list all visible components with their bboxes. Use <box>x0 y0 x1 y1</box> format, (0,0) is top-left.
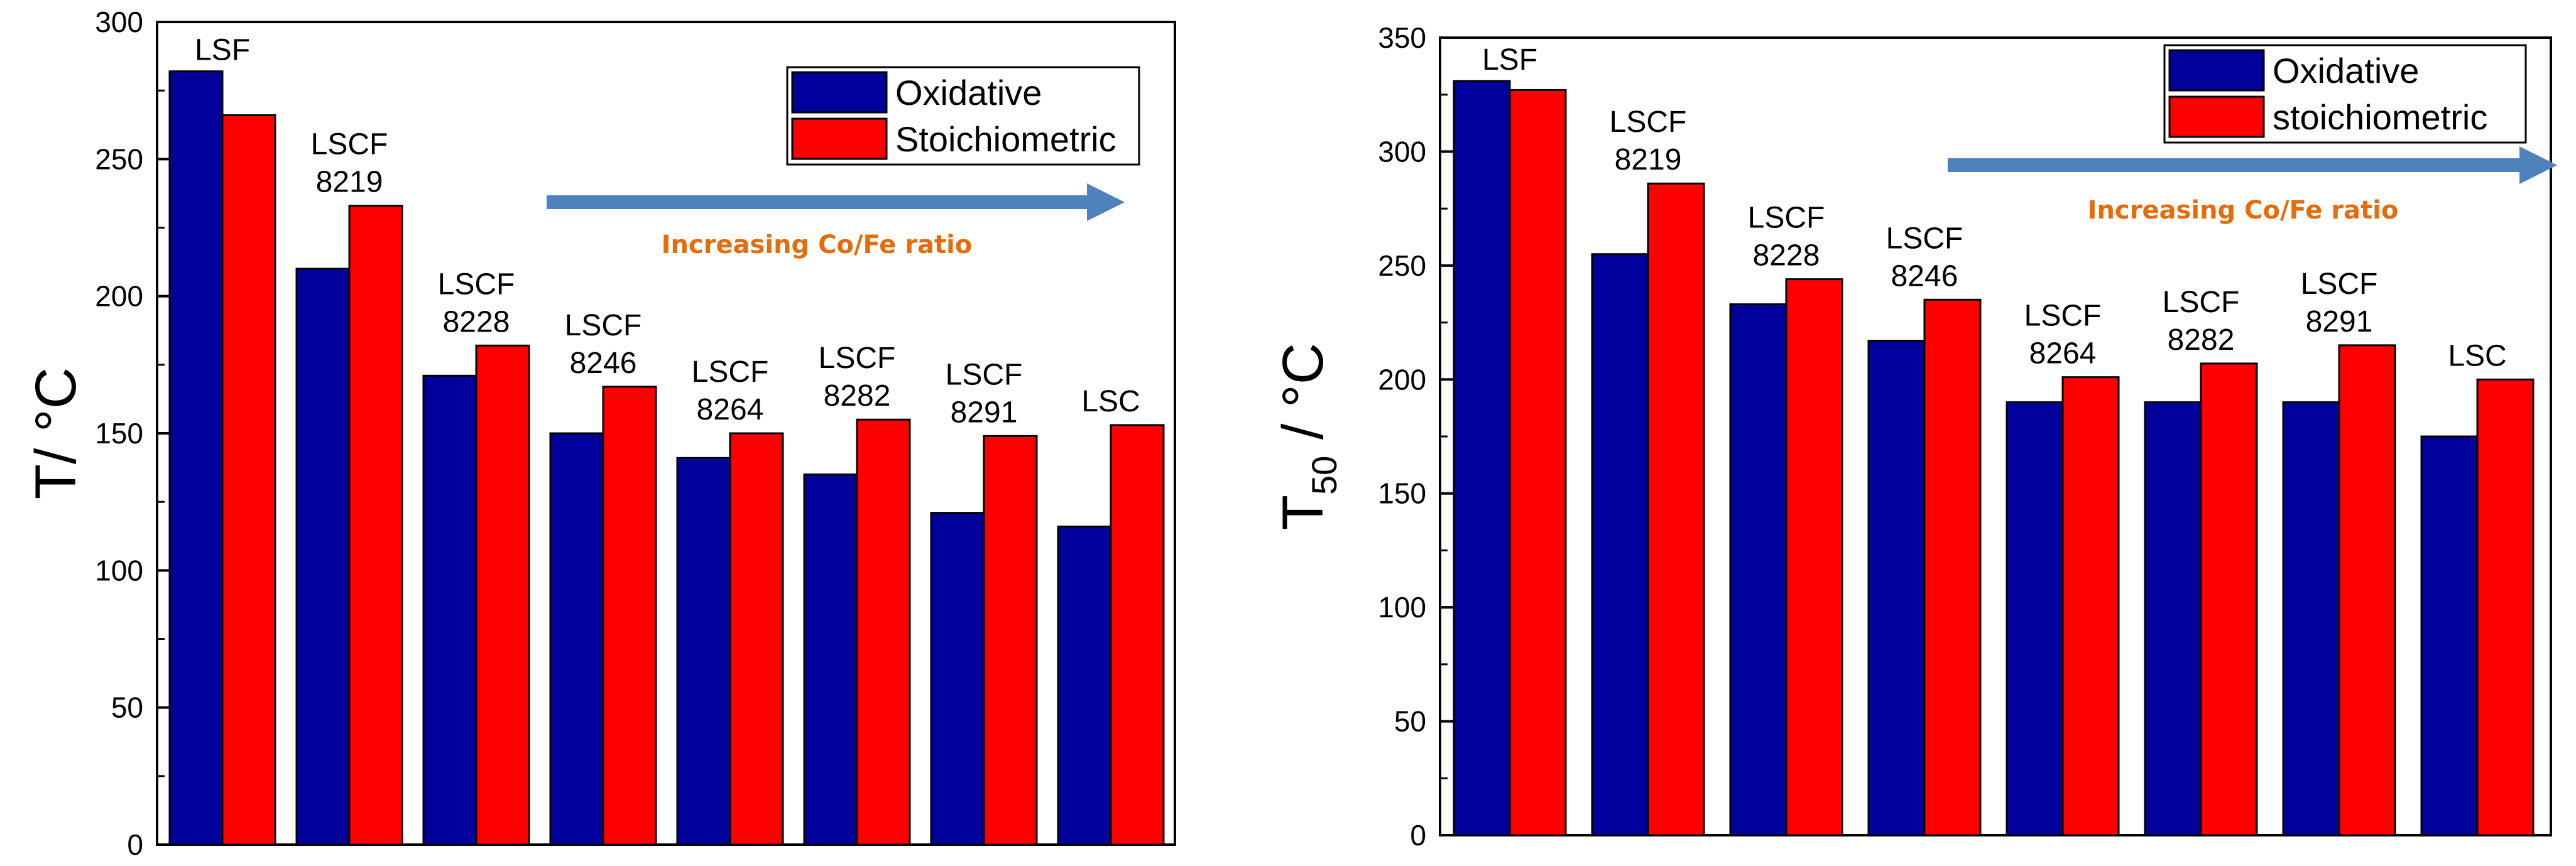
y-tick-label: 100 <box>95 554 143 587</box>
bar-stoichiometric <box>2476 378 2535 836</box>
category-label: 8264 <box>697 393 764 426</box>
y-axis-label: T50 / °C <box>1271 343 1344 530</box>
legend-entry: Stoichiometric <box>895 119 1116 159</box>
y-tick-label: 150 <box>1378 477 1426 510</box>
y-tick-label: 250 <box>95 143 143 175</box>
bar-oxidative <box>676 457 731 846</box>
bar-oxidative <box>2006 401 2064 836</box>
category-label: 8282 <box>2168 323 2235 357</box>
bar-oxidative <box>1453 80 1511 836</box>
bar-stoichiometric <box>983 435 1038 846</box>
legend-swatch <box>2168 49 2265 92</box>
bar-stoichiometric <box>729 432 784 846</box>
bar-stoichiometric <box>1785 278 1843 836</box>
category-label: 8282 <box>824 379 891 413</box>
category-label: 8291 <box>951 396 1018 429</box>
legend-swatch <box>791 71 888 114</box>
legend-entry: Oxidative <box>895 73 1042 112</box>
bar-stoichiometric <box>2061 376 2120 836</box>
trend-annotation: Increasing Co/Fe ratio <box>2088 196 2399 225</box>
category-label: LSCF <box>1748 202 1825 235</box>
y-axis-label-sub: 50 <box>1304 456 1344 495</box>
y-axis-label: T/ °C <box>24 367 88 500</box>
category-label: LSCF <box>1610 106 1687 139</box>
category-label: LSCF <box>1886 222 1963 255</box>
bar-stoichiometric <box>856 418 911 846</box>
bar-stoichiometric <box>1110 424 1165 846</box>
category-label: LSF <box>1482 43 1537 77</box>
y-tick-label: 250 <box>1378 249 1426 282</box>
category-label: LSCF <box>2024 300 2102 333</box>
category-label: 8219 <box>316 166 383 199</box>
bar-stoichiometric <box>348 205 403 846</box>
y-tick-label: 300 <box>95 6 143 38</box>
bar-stoichiometric <box>1647 182 1705 836</box>
category-label: LSC <box>2448 339 2506 372</box>
category-label: 8228 <box>1753 239 1820 273</box>
bar-oxidative <box>549 432 604 846</box>
y-tick-label: 150 <box>95 417 143 450</box>
y-tick-label: 200 <box>1378 363 1426 396</box>
category-label: 8219 <box>1615 143 1682 176</box>
bar-oxidative <box>295 268 351 846</box>
y-tick-label: 100 <box>1378 591 1426 624</box>
category-label: LSCF <box>946 358 1023 391</box>
category-label: LSC <box>1081 385 1140 418</box>
legend-entry: stoichiometric <box>2273 97 2487 137</box>
chart-1: 0 50 100 150 200 250 300 T/ °C LSF LSCF 8219 LSCF 82… <box>24 6 1176 861</box>
y-tick-label: 300 <box>1378 135 1426 168</box>
legend-swatch <box>791 117 888 160</box>
category-label: LSCF <box>692 355 769 389</box>
bar-oxidative <box>930 512 985 846</box>
category-label: LSCF <box>819 342 896 375</box>
bar-stoichiometric <box>475 344 530 846</box>
category-label: 8291 <box>2306 305 2373 338</box>
legend-swatch <box>2168 95 2265 138</box>
bar-oxidative <box>1591 253 1649 836</box>
bar-oxidative <box>2144 401 2202 836</box>
trend-annotation: Increasing Co/Fe ratio <box>662 230 973 259</box>
bar-stoichiometric <box>1509 89 1567 836</box>
trend-arrow-head <box>2519 146 2557 184</box>
y-tick-label: 0 <box>1410 819 1426 852</box>
y-axis-label-main: T <box>1271 495 1335 530</box>
bar-stoichiometric <box>1923 298 1982 836</box>
category-label: 8246 <box>1891 259 1958 293</box>
bar-oxidative <box>168 70 224 846</box>
bar-oxidative <box>1729 303 1787 836</box>
legend-entry: Oxidative <box>2273 51 2419 90</box>
y-tick-label: 50 <box>1394 705 1426 738</box>
y-tick-label: 200 <box>95 280 143 313</box>
bar-oxidative <box>2282 401 2340 836</box>
bar-stoichiometric <box>221 114 276 846</box>
y-tick-label: 350 <box>1378 21 1426 54</box>
bar-oxidative <box>1867 340 1926 836</box>
y-tick-label: 50 <box>111 691 143 724</box>
bar-stoichiometric <box>602 386 657 846</box>
category-label: LSCF <box>311 128 388 161</box>
bar-stoichiometric <box>2338 344 2396 836</box>
bar-stoichiometric <box>2200 362 2258 836</box>
category-label: LSCF <box>2163 286 2240 319</box>
category-label: LSF <box>195 34 250 67</box>
category-label: LSCF <box>2301 268 2378 301</box>
bar-oxidative <box>1057 525 1112 846</box>
category-label: 8246 <box>570 347 637 380</box>
trend-arrow-head <box>1087 183 1125 221</box>
y-axis-label-unit: / °C <box>1271 343 1335 456</box>
y-tick-label: 0 <box>127 828 143 861</box>
bar-oxidative <box>2420 435 2479 836</box>
category-label: LSCF <box>565 309 642 342</box>
category-label: 8228 <box>443 305 510 338</box>
category-label: 8264 <box>2029 337 2097 371</box>
category-label: LSCF <box>438 268 515 301</box>
bar-oxidative <box>803 474 858 846</box>
bar-oxidative <box>422 374 478 846</box>
